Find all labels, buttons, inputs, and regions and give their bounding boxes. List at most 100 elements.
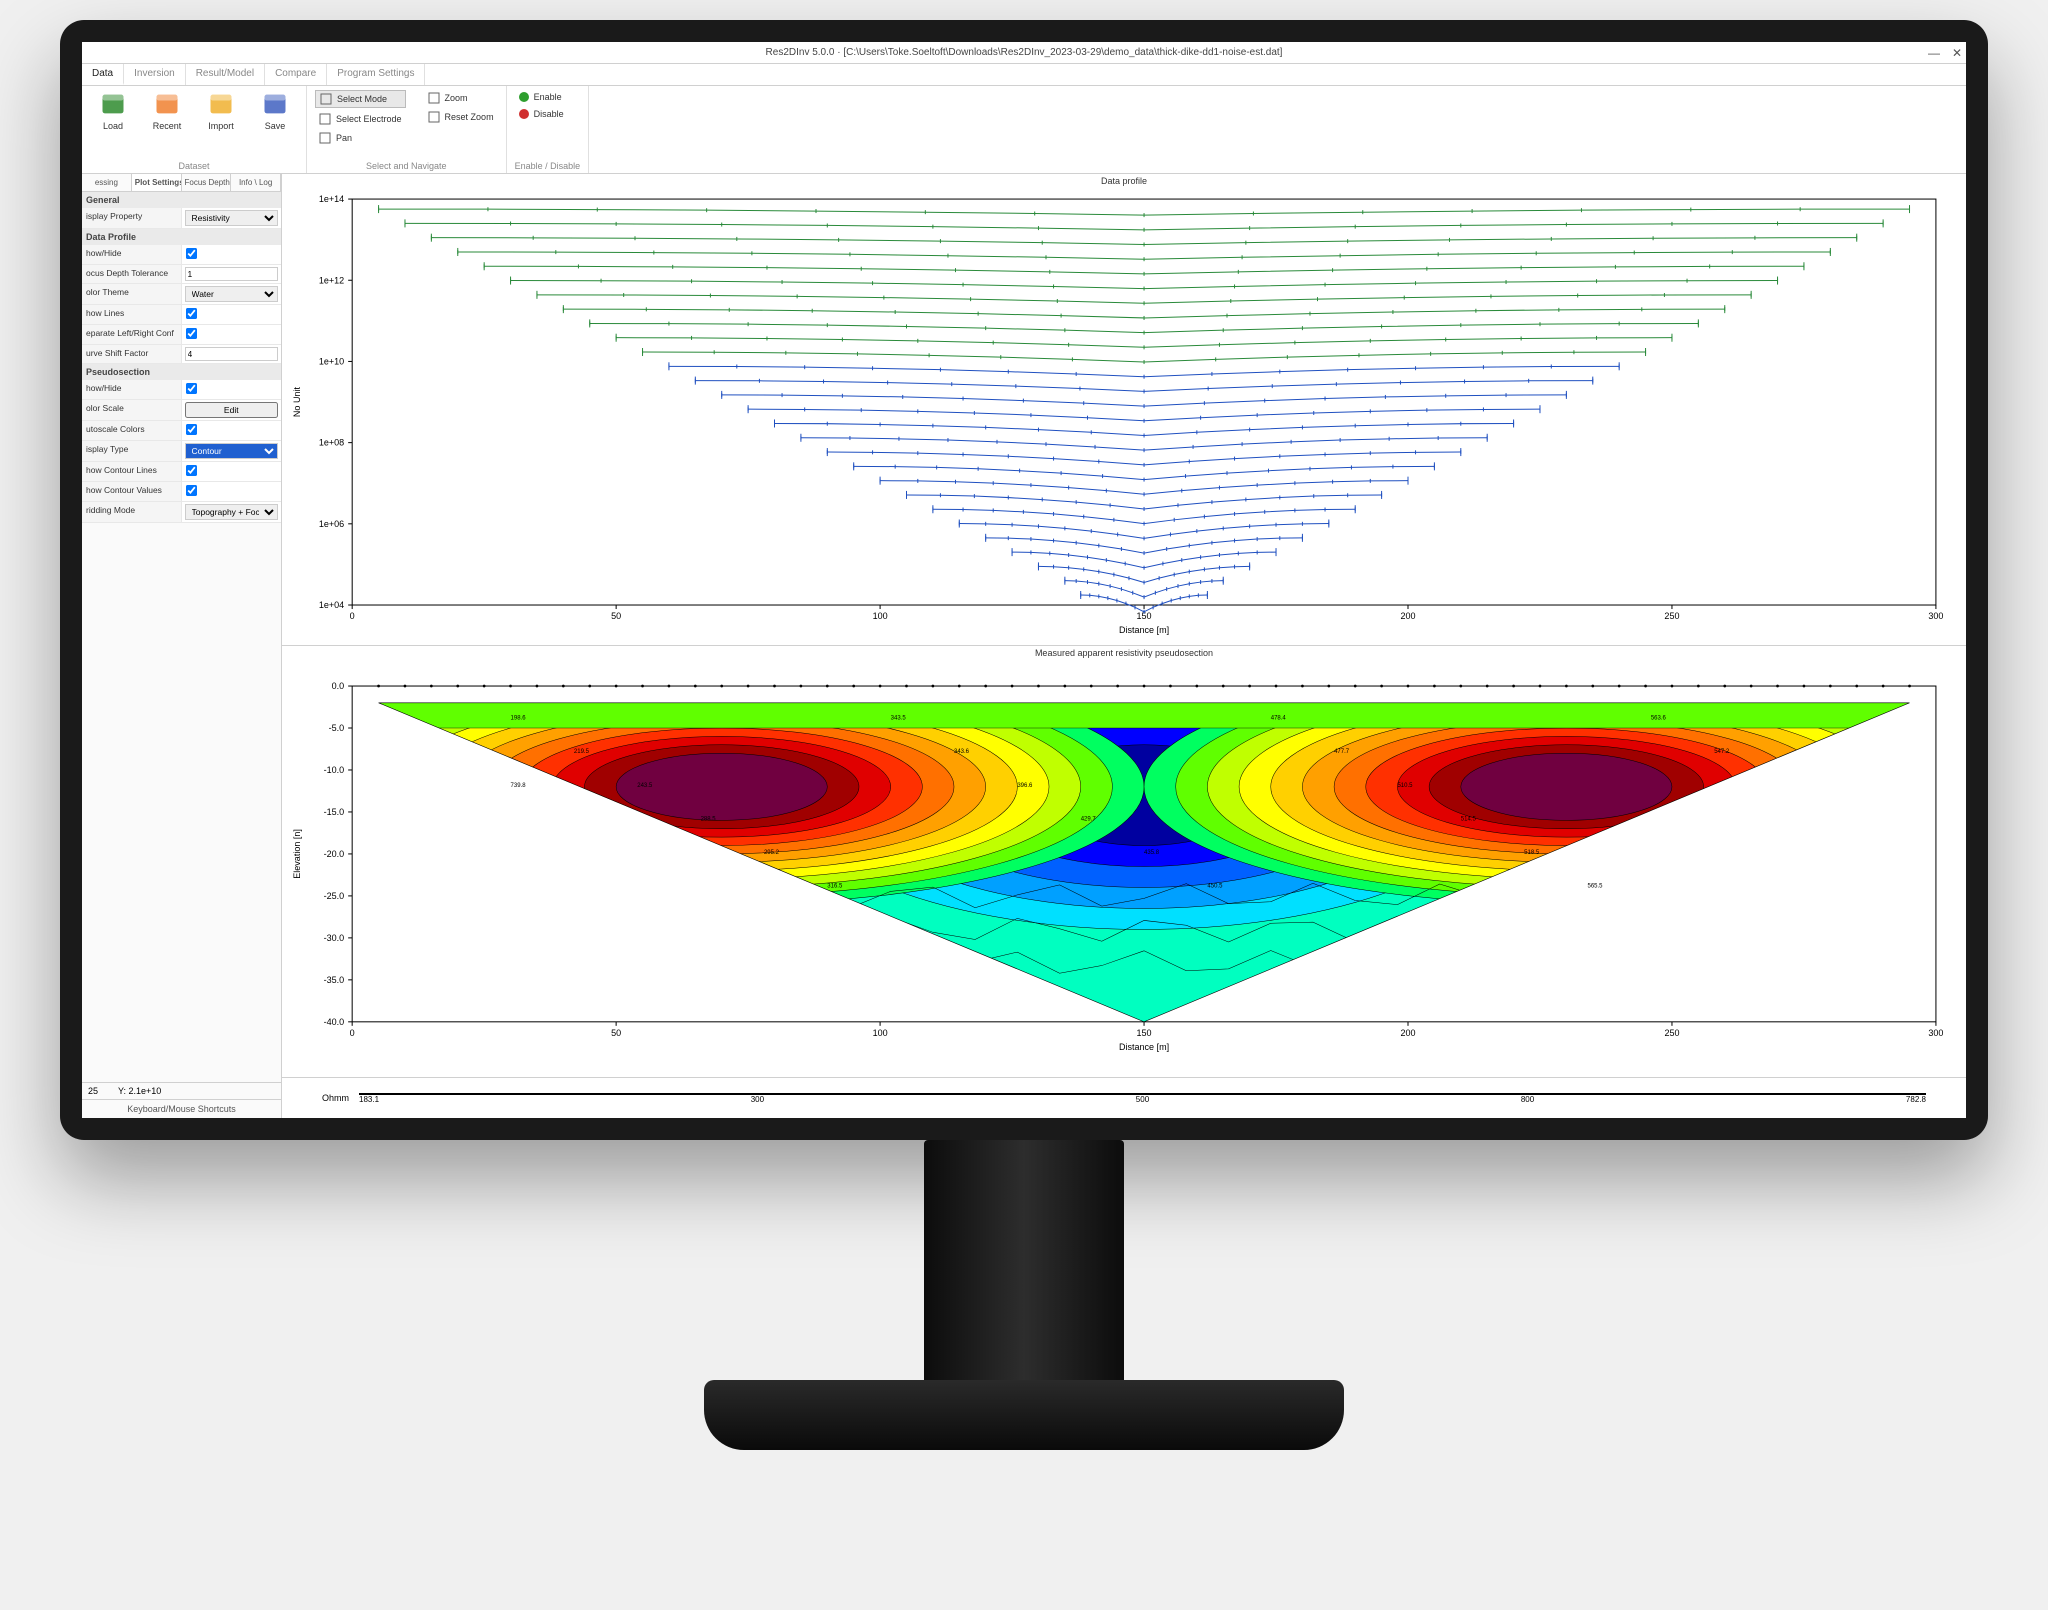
disable-button[interactable]: Disable <box>515 107 568 121</box>
property-value[interactable] <box>182 462 282 482</box>
colorbar-tick: 300 <box>751 1095 764 1104</box>
property-label: eparate Left/Right Conf <box>82 325 182 345</box>
svg-text:-25.0: -25.0 <box>324 891 345 901</box>
select-mode[interactable]: Select Mode <box>315 90 406 108</box>
property-label: how Lines <box>82 305 182 325</box>
property-label: olor Theme <box>82 284 182 305</box>
reset-zoom[interactable]: Reset Zoom <box>424 109 498 125</box>
property-label: how/Hide <box>82 245 182 265</box>
property-grid: Generalisplay PropertyResistivityData Pr… <box>82 192 281 523</box>
property-value[interactable] <box>182 245 282 265</box>
property-value[interactable] <box>182 482 282 502</box>
app-window: Res2DInv 5.0.0 · [C:\Users\Toke.Soeltoft… <box>82 42 1966 1118</box>
close-button[interactable]: ✕ <box>1952 46 1962 60</box>
save-button[interactable]: Save <box>252 90 298 131</box>
svg-text:1e+14: 1e+14 <box>319 194 344 204</box>
import-button[interactable]: Import <box>198 90 244 131</box>
property-value[interactable]: Edit <box>182 400 282 421</box>
chart-title: Data profile <box>282 176 1966 186</box>
svg-text:1e+08: 1e+08 <box>319 438 344 448</box>
property-value[interactable] <box>182 380 282 400</box>
svg-text:565.5: 565.5 <box>1588 884 1604 890</box>
menu-tab-program-settings[interactable]: Program Settings <box>327 64 425 85</box>
property-value[interactable] <box>182 305 282 325</box>
data-profile-chart[interactable]: Data profile 050100150200250300Distance … <box>282 174 1966 646</box>
svg-text:518.5: 518.5 <box>1524 850 1540 856</box>
svg-text:288.5: 288.5 <box>701 816 717 822</box>
property-value[interactable]: Topography + Focus Points <box>182 502 282 523</box>
svg-text:-10.0: -10.0 <box>324 765 345 775</box>
svg-text:300: 300 <box>1928 611 1943 621</box>
svg-text:343.6: 343.6 <box>954 749 970 755</box>
menu-tabs: DataInversionResult/ModelCompareProgram … <box>82 64 1966 86</box>
plot-area: Data profile 050100150200250300Distance … <box>282 174 1966 1118</box>
svg-text:Distance [m]: Distance [m] <box>1119 1042 1169 1052</box>
colorbar-tick: 500 <box>1136 1095 1149 1104</box>
colorbar-max: 782.8 <box>1906 1095 1926 1104</box>
svg-text:Distance [m]: Distance [m] <box>1119 625 1169 635</box>
recent-button[interactable]: Recent <box>144 90 190 131</box>
property-value[interactable]: Resistivity <box>182 208 282 229</box>
property-value[interactable]: Contour <box>182 441 282 462</box>
select-electrode[interactable]: Select Electrode <box>315 111 406 127</box>
sidebar-tabs: essingPlot SettingsFocus DepthsInfo \ Lo… <box>82 174 281 192</box>
load-button[interactable]: Load <box>90 90 136 131</box>
property-label: isplay Property <box>82 208 182 229</box>
menu-tab-compare[interactable]: Compare <box>265 64 327 85</box>
window-titlebar: Res2DInv 5.0.0 · [C:\Users\Toke.Soeltoft… <box>82 42 1966 64</box>
svg-text:200: 200 <box>1400 1028 1415 1038</box>
property-label: how/Hide <box>82 380 182 400</box>
ribbon: LoadRecentImportSave Dataset Select Mode… <box>82 86 1966 174</box>
svg-text:510.5: 510.5 <box>1397 783 1413 789</box>
svg-text:1e+10: 1e+10 <box>319 356 344 366</box>
zoom[interactable]: Zoom <box>424 90 498 106</box>
property-value[interactable]: Water <box>182 284 282 305</box>
svg-text:295.2: 295.2 <box>764 850 780 856</box>
menu-tab-data[interactable]: Data <box>82 64 124 85</box>
workspace: essingPlot SettingsFocus DepthsInfo \ Lo… <box>82 174 1966 1118</box>
sidebar-tab[interactable]: essing <box>82 174 132 191</box>
ribbon-group-label: Dataset <box>90 159 298 171</box>
ribbon-group-select-navigate: Select Mode Select Electrode Pan Zoom Reset… <box>307 86 507 173</box>
svg-text:-20.0: -20.0 <box>324 849 345 859</box>
svg-text:739.8: 739.8 <box>511 783 527 789</box>
property-value[interactable] <box>182 265 282 284</box>
svg-text:198.6: 198.6 <box>511 716 527 722</box>
svg-text:219.5: 219.5 <box>574 749 590 755</box>
sidebar-tab[interactable]: Focus Depths <box>182 174 232 191</box>
enable-button[interactable]: Enable <box>515 90 568 104</box>
colorbar: Ohmm 183.1 300 500 800 782.8 <box>282 1078 1966 1118</box>
ribbon-group-enable-disable: EnableDisable Enable / Disable <box>507 86 590 173</box>
svg-text:547.2: 547.2 <box>1714 749 1730 755</box>
menu-tab-inversion[interactable]: Inversion <box>124 64 186 85</box>
property-section: Data Profile <box>82 229 281 245</box>
monitor-stand-neck <box>924 1140 1124 1400</box>
property-section: Pseudosection <box>82 364 281 380</box>
svg-text:100: 100 <box>873 1028 888 1038</box>
property-label: ridding Mode <box>82 502 182 523</box>
svg-text:Elevation [n]: Elevation [n] <box>292 829 302 879</box>
sidebar-tab[interactable]: Plot Settings <box>132 174 182 191</box>
minimize-button[interactable]: — <box>1928 46 1940 60</box>
svg-text:477.7: 477.7 <box>1334 749 1350 755</box>
svg-text:0: 0 <box>350 611 355 621</box>
shortcuts-button[interactable]: Keyboard/Mouse Shortcuts <box>82 1099 281 1118</box>
cursor-readout: 25 Y: 2.1e+10 <box>82 1082 281 1099</box>
svg-text:429.7: 429.7 <box>1081 816 1097 822</box>
menu-tab-result-model[interactable]: Result/Model <box>186 64 265 85</box>
ribbon-group-label: Select and Navigate <box>315 159 498 171</box>
pseudosection-chart[interactable]: Measured apparent resistivity pseudosect… <box>282 646 1966 1078</box>
property-value[interactable] <box>182 325 282 345</box>
property-section: General <box>82 192 281 208</box>
colorbar-tick: 800 <box>1521 1095 1534 1104</box>
pan[interactable]: Pan <box>315 130 406 146</box>
svg-text:563.6: 563.6 <box>1651 716 1667 722</box>
window-title: Res2DInv 5.0.0 · [C:\Users\Toke.Soeltoft… <box>766 47 1283 58</box>
sidebar-tab[interactable]: Info \ Log <box>231 174 281 191</box>
property-value[interactable] <box>182 421 282 441</box>
property-label: how Contour Values <box>82 482 182 502</box>
svg-text:200: 200 <box>1400 611 1415 621</box>
svg-text:1e+12: 1e+12 <box>319 275 344 285</box>
svg-text:250: 250 <box>1664 611 1679 621</box>
property-value[interactable] <box>182 345 282 364</box>
